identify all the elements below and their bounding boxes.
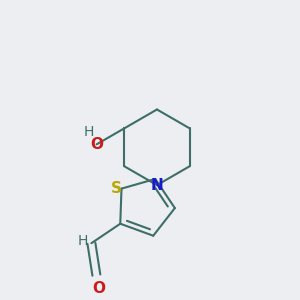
- Text: H: H: [77, 234, 88, 248]
- Text: H: H: [83, 125, 94, 140]
- Text: O: O: [92, 281, 105, 296]
- Text: S: S: [111, 181, 122, 196]
- Text: O: O: [90, 137, 103, 152]
- Text: N: N: [151, 178, 163, 193]
